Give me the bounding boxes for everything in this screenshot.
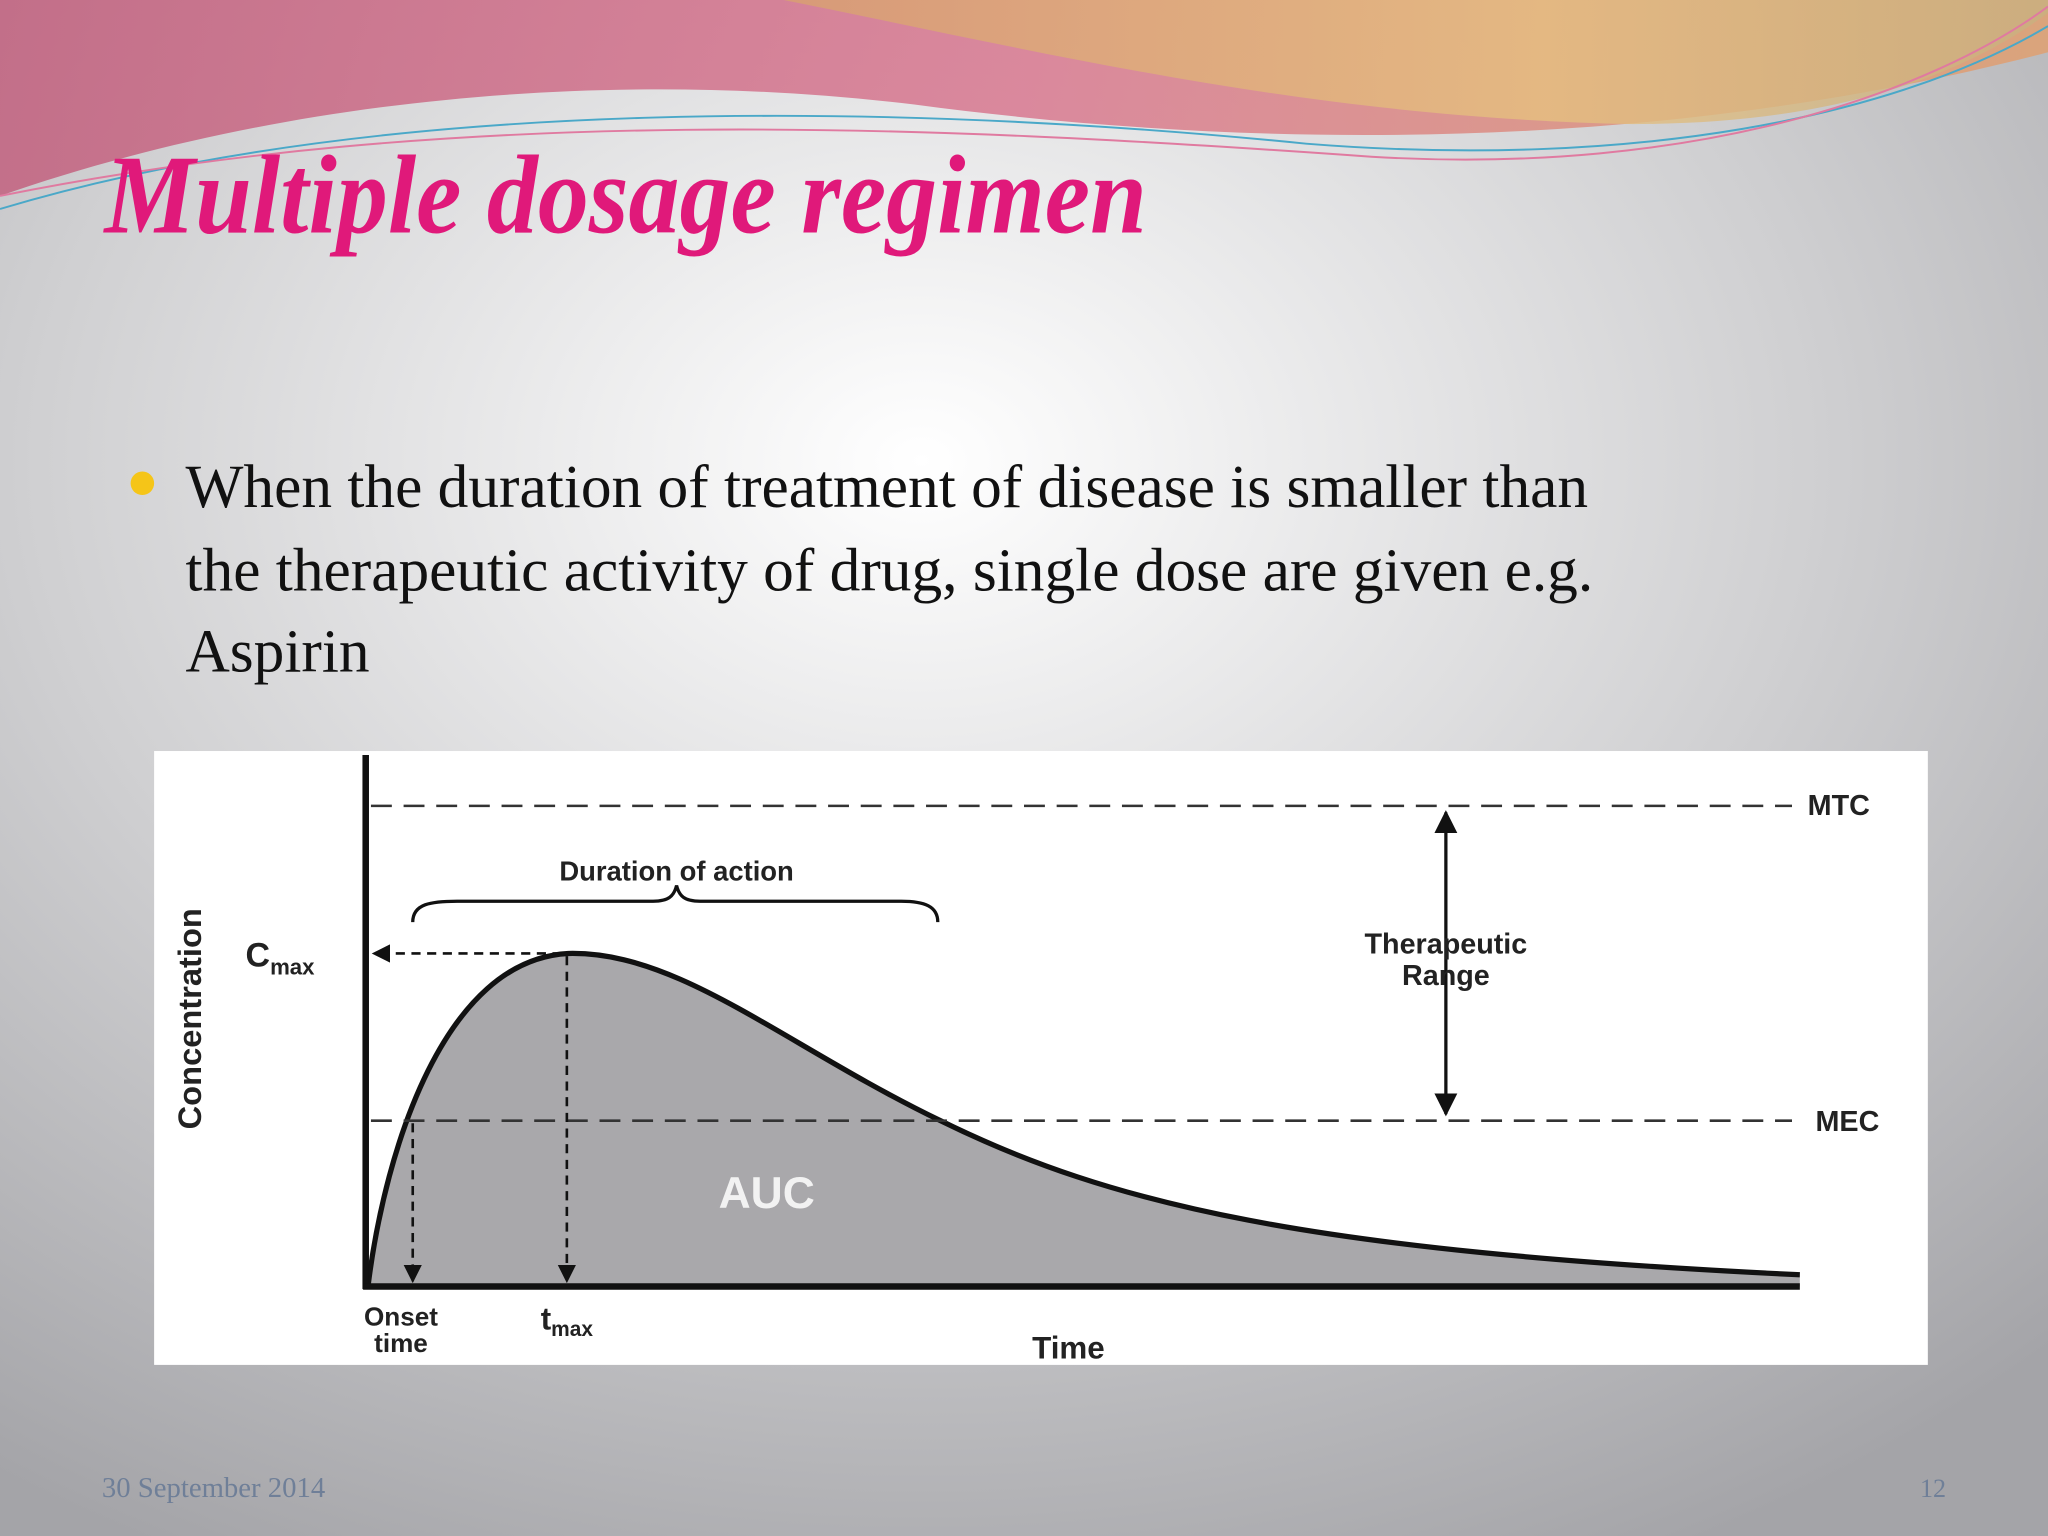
decorative-waves	[0, 0, 2048, 210]
auc-label: AUC	[719, 1169, 815, 1218]
mtc-label: MTC	[1808, 790, 1870, 822]
range-label: Therapeutic	[1364, 928, 1527, 960]
pk-figure: MTC MEC Duration of action Cmax Therapeu…	[154, 751, 1928, 1365]
mec-label: MEC	[1816, 1106, 1880, 1138]
auc-area	[368, 953, 1800, 1287]
page-number: 12	[1920, 1474, 1946, 1503]
tmax-label: tmax	[541, 1302, 594, 1342]
cmax-label: Cmax	[246, 937, 316, 980]
bullet-dot	[130, 471, 155, 496]
footer-date: 30 September 2014	[102, 1472, 325, 1504]
bullet-line: the therapeutic activity of drug, single…	[185, 536, 1593, 604]
onset-label: Onset	[364, 1302, 438, 1332]
range-label: Range	[1402, 960, 1490, 992]
concentration-curve	[365, 950, 1800, 1285]
x-axis-label: Time	[1032, 1330, 1105, 1365]
bullet-text: When the duration of treatment of diseas…	[185, 453, 1593, 686]
bullet-line: When the duration of treatment of diseas…	[185, 453, 1588, 521]
cmax-base: C	[246, 937, 271, 975]
cmax-sub: max	[270, 954, 315, 979]
tmax-sub: max	[551, 1318, 593, 1341]
y-axis-label: Concentration	[171, 908, 208, 1129]
duration-label: Duration of action	[559, 855, 793, 886]
onset-label: time	[374, 1328, 428, 1358]
duration-brace	[411, 885, 940, 923]
tmax-base: t	[541, 1302, 552, 1337]
bullet-line: Aspirin	[185, 617, 369, 685]
slide-title: Multiple dosage regimen	[103, 133, 1147, 257]
